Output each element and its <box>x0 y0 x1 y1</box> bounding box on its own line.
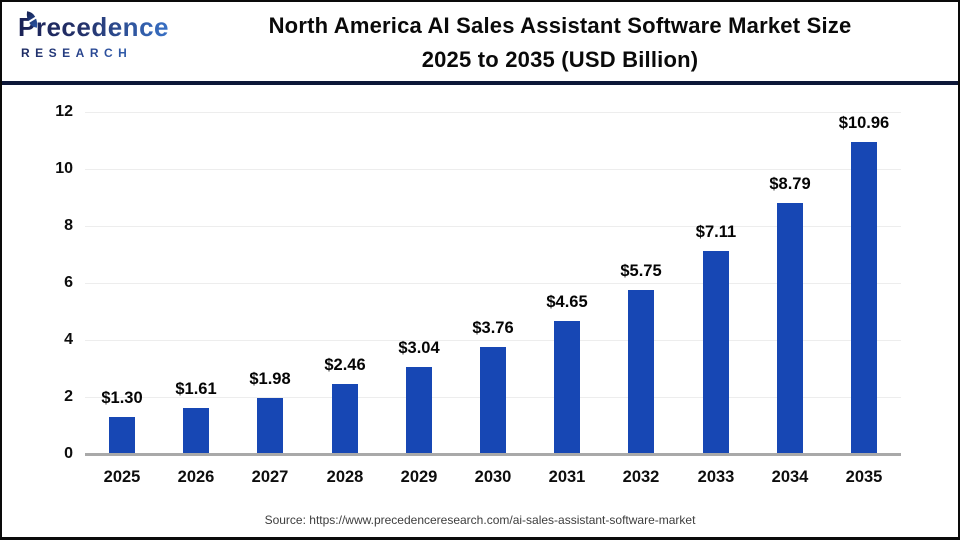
bar-2032 <box>628 290 654 454</box>
bar-2031 <box>554 321 580 454</box>
bar-value-label-2035: $10.96 <box>838 114 890 132</box>
bar-2035 <box>851 142 877 454</box>
bar-value-label-2032: $5.75 <box>620 262 662 280</box>
bar-2029 <box>406 367 432 454</box>
gridline <box>85 226 901 227</box>
x-tick-label-2030: 2030 <box>474 468 512 486</box>
chart-title: North America AI Sales Assistant Softwar… <box>177 9 943 77</box>
logo-brand-text: Precedence <box>18 12 178 43</box>
bar-2030 <box>480 347 506 454</box>
gridline <box>85 169 901 170</box>
precedence-research-logo: Precedence RESEARCH <box>18 11 178 60</box>
bar-value-label-2034: $8.79 <box>769 175 811 193</box>
x-tick-label-2026: 2026 <box>177 468 215 486</box>
x-tick-label-2028: 2028 <box>326 468 364 486</box>
y-axis-tick-label: 6 <box>64 274 73 291</box>
bar-value-label-2033: $7.11 <box>695 223 737 241</box>
gridline <box>85 112 901 113</box>
bar-value-label-2028: $2.46 <box>324 356 366 374</box>
bar-value-label-2031: $4.65 <box>546 293 588 311</box>
x-tick-label-2035: 2035 <box>845 468 883 486</box>
header-divider <box>2 81 958 85</box>
bar-2027 <box>257 398 283 454</box>
gridline <box>85 340 901 341</box>
x-tick-label-2029: 2029 <box>400 468 438 486</box>
chart-title-line-1: North America AI Sales Assistant Softwar… <box>268 13 852 38</box>
bar-value-label-2025: $1.30 <box>101 389 143 407</box>
chart-title-line-2: 2025 to 2035 (USD Billion) <box>421 47 699 72</box>
bar-value-label-2029: $3.04 <box>398 339 440 357</box>
bar-value-label-2030: $3.76 <box>472 319 514 337</box>
bar-2025 <box>109 417 135 454</box>
y-axis-tick-label: 4 <box>64 331 73 348</box>
logo-research-text: RESEARCH <box>21 46 178 60</box>
bar-2034 <box>777 203 803 454</box>
x-tick-label-2031: 2031 <box>548 468 586 486</box>
y-axis-tick-label: 2 <box>64 388 73 405</box>
x-tick-label-2034: 2034 <box>771 468 809 486</box>
bar-value-label-2027: $1.98 <box>249 370 291 388</box>
x-axis-baseline <box>85 453 901 456</box>
y-axis-tick-label: 8 <box>64 217 73 234</box>
gridline <box>85 283 901 284</box>
bar-value-label-2026: $1.61 <box>175 380 217 398</box>
x-tick-label-2025: 2025 <box>103 468 141 486</box>
bar-2026 <box>183 408 209 454</box>
y-axis-tick-label: 0 <box>64 445 73 462</box>
x-tick-label-2033: 2033 <box>697 468 735 486</box>
bar-2033 <box>703 251 729 454</box>
x-tick-label-2032: 2032 <box>622 468 660 486</box>
y-axis-tick-label: 12 <box>55 103 73 120</box>
source-note: Source: https://www.precedenceresearch.c… <box>264 513 696 527</box>
x-tick-label-2027: 2027 <box>251 468 289 486</box>
bar-2028 <box>332 384 358 454</box>
y-axis-tick-label: 10 <box>55 160 73 177</box>
